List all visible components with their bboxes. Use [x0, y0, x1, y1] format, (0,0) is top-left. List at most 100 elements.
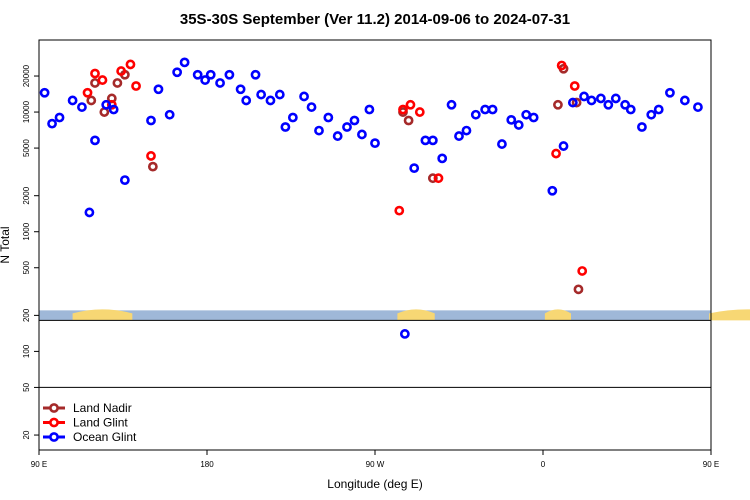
point-ocean-glint [558, 141, 569, 151]
point-ocean-glint [47, 118, 57, 129]
land-strip-land [544, 309, 571, 321]
point-ocean-glint [274, 89, 285, 100]
legend-marker-land-nadir [49, 403, 59, 413]
point-land-glint [125, 59, 136, 70]
point-ocean-glint [54, 112, 65, 123]
point-land-glint [551, 148, 561, 159]
x-axis-label: Longitude (deg E) [327, 477, 422, 491]
legend-marker-land-glint [49, 417, 59, 428]
point-ocean-glint [497, 139, 507, 149]
point-ocean-glint [67, 95, 78, 106]
x-tick-label: 180 [200, 460, 214, 469]
point-ocean-glint [357, 129, 367, 140]
point-ocean-glint [215, 78, 225, 88]
point-land-glint [556, 60, 567, 71]
y-tick-label: 10000 [22, 100, 31, 123]
point-ocean-glint [521, 109, 532, 120]
point-land-nadir [427, 173, 438, 184]
point-ocean-glint [146, 115, 156, 126]
point-land-nadir [571, 97, 582, 108]
y-tick-label: 100 [22, 344, 31, 358]
y-tick-label: 2000 [22, 186, 31, 204]
point-ocean-glint [200, 75, 211, 85]
x-tick-label: 90 W [366, 460, 385, 469]
point-ocean-glint [610, 93, 621, 104]
chart-title: 35S-30S September (Ver 11.2) 2014-09-06 … [180, 11, 570, 28]
point-ocean-glint [299, 91, 309, 102]
point-ocean-glint [265, 95, 276, 106]
point-land-nadir [403, 115, 414, 126]
point-ocean-glint [427, 135, 438, 146]
point-land-glint [398, 104, 408, 115]
point-ocean-glint [256, 89, 267, 100]
point-ocean-glint [342, 122, 352, 132]
point-ocean-glint [250, 69, 261, 80]
land-strip-land [397, 309, 435, 321]
y-tick-label: 200 [22, 308, 31, 322]
legend-label-land-glint: Land Glint [73, 416, 128, 430]
point-ocean-glint [513, 120, 524, 130]
point-ocean-glint [205, 69, 216, 80]
point-land-nadir [86, 95, 97, 106]
point-ocean-glint [567, 97, 578, 108]
point-ocean-glint [192, 69, 203, 80]
point-land-glint [577, 266, 588, 276]
point-ocean-glint [487, 104, 498, 115]
x-tick-label: 90 E [703, 460, 719, 469]
point-land-glint [433, 173, 444, 184]
point-ocean-glint [77, 102, 87, 112]
y-tick-label: 50 [22, 382, 31, 391]
point-land-glint [90, 68, 100, 79]
point-ocean-glint [349, 115, 360, 126]
y-tick-label: 20 [22, 430, 31, 439]
point-land-glint [97, 75, 108, 85]
point-land-nadir [147, 161, 158, 172]
point-ocean-glint [665, 87, 675, 98]
point-ocean-glint [241, 95, 252, 106]
legend-label-ocean-glint: Ocean Glint [73, 430, 137, 444]
point-ocean-glint [637, 122, 647, 132]
point-ocean-glint [224, 69, 235, 80]
point-ocean-glint [461, 125, 472, 136]
point-ocean-glint [693, 102, 703, 112]
point-ocean-glint [306, 102, 317, 112]
point-ocean-glint [528, 112, 539, 123]
point-ocean-glint [437, 153, 448, 164]
point-ocean-glint [547, 185, 558, 196]
y-tick-label: 1000 [22, 222, 31, 240]
point-ocean-glint [399, 329, 410, 339]
point-land-glint [116, 66, 127, 76]
point-ocean-glint [90, 135, 100, 146]
point-ocean-glint [101, 99, 112, 110]
land-strip-land [709, 309, 750, 321]
legend-label-land-nadir: Land Nadir [73, 401, 132, 415]
point-land-glint [414, 107, 425, 117]
point-land-nadir [553, 99, 563, 110]
point-ocean-glint [595, 93, 606, 104]
point-ocean-glint [370, 138, 380, 149]
point-land-nadir [573, 284, 584, 295]
land-strip-ocean [39, 310, 711, 321]
point-ocean-glint [646, 109, 657, 120]
point-land-glint [405, 99, 416, 110]
point-ocean-glint [620, 99, 631, 110]
point-ocean-glint [172, 67, 183, 78]
point-ocean-glint [470, 109, 481, 120]
point-ocean-glint [314, 125, 324, 136]
point-ocean-glint [280, 122, 291, 132]
point-ocean-glint [446, 99, 457, 110]
y-tick-label: 500 [22, 261, 31, 275]
point-ocean-glint [235, 84, 246, 95]
point-ocean-glint [679, 95, 690, 106]
point-ocean-glint [506, 114, 517, 125]
plot-area: 20 50 100 200 500 1000 2000 5000 10000 20000 90 E 1… [22, 39, 750, 469]
point-land-glint [569, 81, 580, 91]
land-strip-land [72, 309, 133, 321]
point-ocean-glint [586, 95, 597, 106]
point-ocean-glint [480, 104, 491, 115]
y-tick-label: 5000 [22, 139, 31, 157]
point-land-glint [82, 87, 93, 98]
